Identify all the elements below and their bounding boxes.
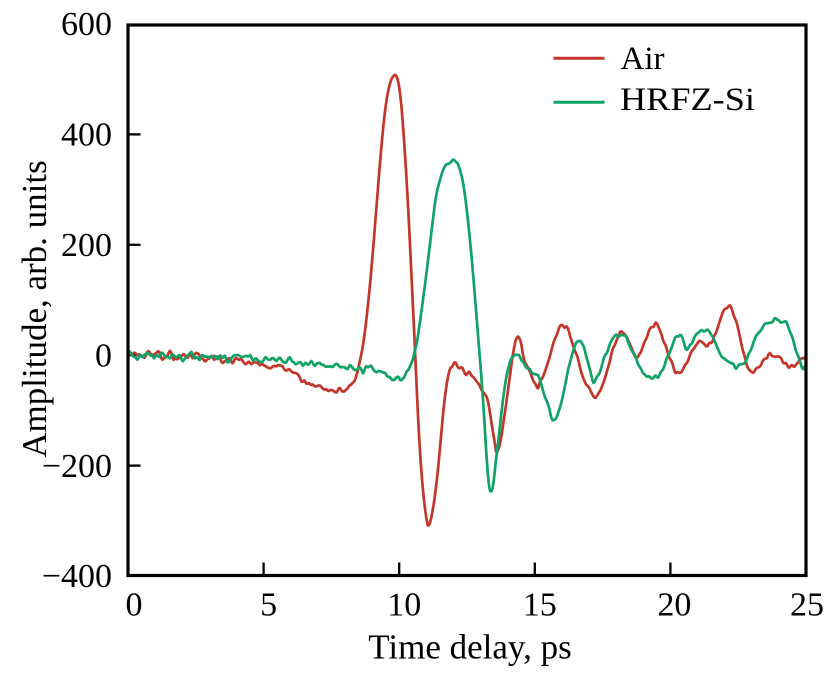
svg-text:Amplitude, arb. units: Amplitude, arb. units: [15, 160, 54, 457]
svg-text:−400: −400: [42, 558, 112, 595]
svg-text:600: 600: [61, 6, 112, 43]
svg-text:15: 15: [523, 587, 557, 624]
svg-text:Time delay, ps: Time delay, ps: [368, 628, 572, 667]
svg-text:200: 200: [61, 227, 112, 264]
svg-text:0: 0: [126, 587, 143, 624]
svg-text:0: 0: [95, 337, 112, 374]
svg-text:−200: −200: [42, 448, 112, 485]
svg-text:HRFZ-Si: HRFZ-Si: [620, 82, 755, 118]
svg-text:20: 20: [657, 587, 691, 624]
svg-text:25: 25: [790, 587, 824, 624]
svg-text:10: 10: [387, 587, 421, 624]
svg-text:5: 5: [260, 587, 277, 624]
svg-text:400: 400: [61, 117, 112, 154]
svg-text:Air: Air: [621, 41, 665, 77]
